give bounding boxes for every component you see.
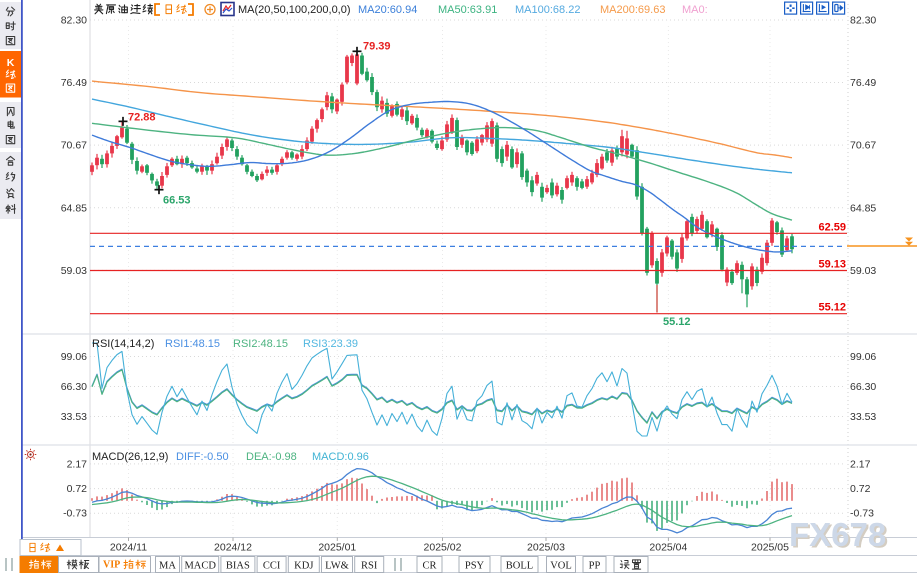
svg-text:59.13: 59.13 — [818, 259, 846, 271]
svg-text:KDJ: KDJ — [294, 561, 313, 572]
svg-text:MA: MA — [159, 561, 176, 572]
svg-text:2025/02: 2025/02 — [424, 542, 462, 554]
svg-text:MA20:60.94: MA20:60.94 — [358, 4, 417, 16]
svg-text:MA50:63.91: MA50:63.91 — [438, 4, 497, 16]
svg-text:55.12: 55.12 — [663, 316, 691, 328]
svg-text:59.03: 59.03 — [61, 265, 87, 277]
svg-text:PSY: PSY — [465, 561, 485, 572]
svg-text:70.67: 70.67 — [61, 140, 87, 152]
svg-text:62.59: 62.59 — [818, 221, 846, 233]
svg-text:72.88: 72.88 — [128, 112, 156, 124]
svg-text:RSI(14,14,2): RSI(14,14,2) — [92, 338, 154, 350]
svg-text:BIAS: BIAS — [226, 561, 250, 572]
svg-text:82.30: 82.30 — [850, 15, 876, 27]
svg-text:VIP: VIP — [103, 560, 120, 571]
svg-text:64.85: 64.85 — [61, 202, 87, 214]
svg-text:2.17: 2.17 — [67, 458, 88, 470]
svg-text:64.85: 64.85 — [850, 202, 876, 214]
svg-text:33.53: 33.53 — [61, 411, 87, 423]
svg-text:70.67: 70.67 — [850, 140, 876, 152]
svg-text:66.53: 66.53 — [163, 195, 191, 207]
svg-text:PP: PP — [589, 561, 601, 572]
svg-text:FX678: FX678 — [789, 516, 886, 553]
svg-text:DEA:-0.98: DEA:-0.98 — [246, 451, 297, 463]
svg-text:LW&: LW& — [325, 561, 349, 572]
svg-text:79.39: 79.39 — [363, 41, 391, 53]
svg-text:DIFF:-0.50: DIFF:-0.50 — [176, 451, 229, 463]
svg-text:2024/11: 2024/11 — [110, 542, 147, 554]
svg-text:MA200:69.63: MA200:69.63 — [600, 4, 665, 16]
svg-text:76.49: 76.49 — [850, 77, 876, 89]
svg-text:MACD(26,12,9): MACD(26,12,9) — [92, 451, 168, 463]
svg-text:2025/01: 2025/01 — [318, 542, 356, 554]
svg-text:CR: CR — [422, 561, 436, 572]
svg-text:RSI1:48.15: RSI1:48.15 — [165, 338, 220, 350]
svg-text:MACD: MACD — [184, 561, 216, 572]
svg-text:2.17: 2.17 — [850, 458, 871, 470]
svg-text:33.53: 33.53 — [850, 411, 876, 423]
svg-text:RSI2:48.15: RSI2:48.15 — [233, 338, 288, 350]
svg-text:MA0:: MA0: — [682, 4, 708, 16]
svg-text:66.30: 66.30 — [850, 381, 876, 393]
svg-text:0.72: 0.72 — [67, 483, 88, 495]
svg-text:0.72: 0.72 — [850, 483, 871, 495]
svg-text:66.30: 66.30 — [61, 381, 87, 393]
svg-text:RSI: RSI — [361, 561, 378, 572]
svg-text:99.06: 99.06 — [850, 351, 876, 363]
svg-text:FX678: FX678 — [791, 518, 888, 555]
svg-text:2025/03: 2025/03 — [527, 542, 565, 554]
svg-text:BOLL: BOLL — [506, 561, 533, 572]
svg-text:-0.73: -0.73 — [850, 508, 874, 520]
svg-text:2025/04: 2025/04 — [649, 542, 687, 554]
svg-text:MACD:0.96: MACD:0.96 — [312, 451, 369, 463]
svg-text:59.03: 59.03 — [850, 265, 876, 277]
svg-text:99.06: 99.06 — [61, 351, 87, 363]
svg-text:VOL: VOL — [550, 561, 572, 572]
svg-text:76.49: 76.49 — [61, 77, 87, 89]
svg-text:55.12: 55.12 — [818, 302, 846, 314]
svg-text:-0.73: -0.73 — [63, 508, 87, 520]
svg-text:2025/05: 2025/05 — [751, 542, 789, 554]
svg-text:82.30: 82.30 — [61, 15, 87, 27]
svg-text:RSI3:23.39: RSI3:23.39 — [303, 338, 358, 350]
svg-text:MA(20,50,100,200,0,0): MA(20,50,100,200,0,0) — [238, 4, 351, 16]
svg-text:MA100:68.22: MA100:68.22 — [515, 4, 580, 16]
svg-text:CCI: CCI — [263, 561, 281, 572]
svg-text:K: K — [7, 57, 15, 69]
svg-text:2024/12: 2024/12 — [214, 542, 252, 554]
